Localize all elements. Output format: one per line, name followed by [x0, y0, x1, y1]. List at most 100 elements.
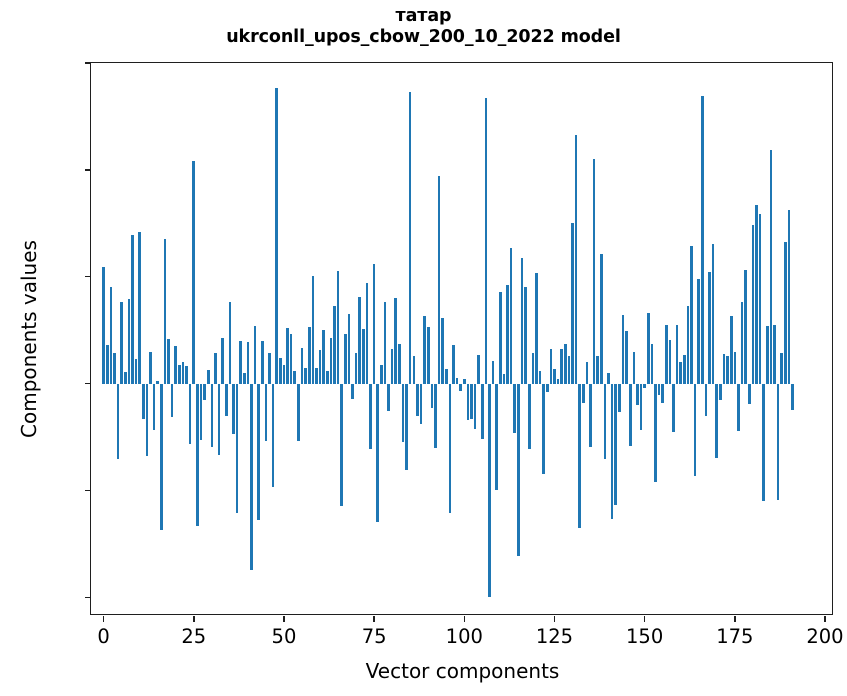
- x-tick-label: 175: [716, 625, 754, 648]
- bar: [192, 161, 196, 384]
- bar: [556, 378, 560, 384]
- bar: [167, 339, 170, 384]
- bar: [646, 313, 650, 384]
- bar: [405, 383, 408, 471]
- bar: [751, 224, 755, 384]
- bar: [773, 324, 776, 384]
- bar: [542, 383, 545, 475]
- bar: [603, 383, 607, 460]
- bar: [217, 383, 221, 455]
- x-tick-mark: [373, 616, 375, 622]
- bar: [354, 352, 358, 384]
- x-tick-label: 100: [445, 625, 483, 648]
- bar: [455, 378, 459, 384]
- bar: [473, 383, 477, 429]
- bar: [160, 383, 163, 530]
- y-tick-mark: [85, 596, 91, 599]
- bar: [174, 346, 178, 384]
- bar: [232, 383, 235, 435]
- bar: [791, 383, 794, 411]
- bar: [733, 352, 737, 384]
- bar: [679, 362, 682, 384]
- bar: [426, 326, 430, 384]
- bar: [758, 214, 762, 384]
- bar: [509, 248, 513, 384]
- bar: [452, 345, 455, 384]
- bar: [769, 149, 773, 384]
- bar: [657, 383, 661, 396]
- bar: [607, 372, 610, 384]
- bar: [719, 383, 722, 400]
- bar: [131, 234, 134, 384]
- bar: [704, 383, 708, 416]
- bar: [311, 275, 315, 384]
- bar: [632, 351, 636, 384]
- bar: [762, 383, 765, 502]
- bar: [639, 383, 643, 430]
- bar: [470, 383, 473, 419]
- bar: [531, 352, 535, 384]
- x-tick-mark: [824, 616, 826, 622]
- bar: [506, 284, 509, 384]
- bar: [466, 383, 470, 420]
- bar: [463, 379, 466, 384]
- bar: [253, 325, 257, 384]
- bar: [755, 205, 758, 384]
- bar: [600, 253, 603, 384]
- bar: [401, 383, 405, 442]
- bar: [614, 383, 618, 506]
- x-tick-label: 50: [271, 625, 297, 648]
- bar: [434, 383, 437, 448]
- bar: [275, 88, 279, 384]
- bar: [520, 258, 524, 384]
- bar: [578, 383, 581, 528]
- bar: [279, 357, 282, 384]
- bar: [513, 383, 517, 433]
- bar: [271, 383, 275, 487]
- bar: [686, 305, 690, 384]
- bar: [697, 278, 701, 384]
- bar: [185, 366, 188, 384]
- bar: [390, 349, 394, 384]
- bar: [683, 355, 686, 384]
- bar: [628, 383, 632, 446]
- bar: [437, 176, 441, 384]
- bar: [491, 361, 495, 384]
- bar: [239, 341, 242, 384]
- bar: [625, 330, 628, 384]
- bar: [416, 383, 419, 416]
- bar: [585, 361, 589, 384]
- bar: [744, 269, 747, 384]
- x-tick-label: 25: [181, 625, 207, 648]
- bar: [246, 342, 250, 384]
- bar: [765, 326, 769, 384]
- bar: [661, 383, 664, 403]
- bar: [549, 349, 553, 384]
- bar: [127, 298, 131, 384]
- y-tick-mark: [85, 169, 91, 171]
- bar: [387, 383, 390, 412]
- bar: [347, 314, 351, 384]
- x-tick-mark: [734, 616, 736, 622]
- bar: [102, 266, 105, 384]
- bar: [257, 383, 260, 520]
- x-tick-label: 75: [361, 625, 387, 648]
- bar: [729, 316, 733, 384]
- bar: [740, 301, 744, 384]
- bar: [181, 362, 185, 384]
- x-tick-label: 0: [97, 625, 110, 648]
- bar: [156, 380, 160, 384]
- bar: [567, 356, 571, 384]
- bar: [459, 383, 462, 392]
- y-axis-label: Components values: [17, 239, 41, 438]
- bar: [300, 347, 304, 384]
- bar: [242, 372, 246, 384]
- bar: [419, 383, 423, 424]
- bar: [293, 371, 297, 384]
- bar: [545, 383, 549, 392]
- bar: [484, 97, 488, 384]
- bar: [596, 355, 600, 384]
- bar: [398, 343, 401, 384]
- bar: [199, 383, 203, 440]
- bar: [441, 317, 444, 384]
